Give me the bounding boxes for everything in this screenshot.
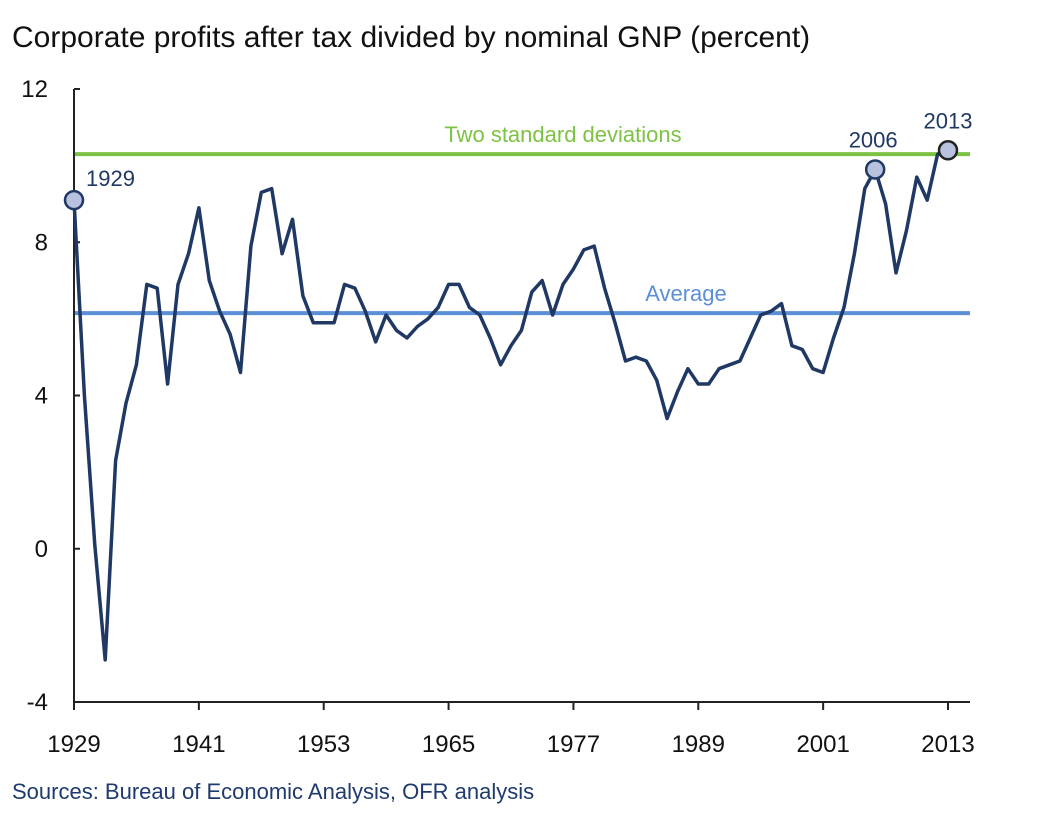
highlight-point-1929 <box>63 189 85 211</box>
series-line <box>72 148 949 662</box>
y-tick-label: -4 <box>27 689 48 716</box>
chart-title: Corporate profits after tax divided by n… <box>12 21 810 54</box>
reference-line-label: Average <box>645 281 727 306</box>
x-tick-label: 1941 <box>172 731 225 758</box>
source-note: Sources: Bureau of Economic Analysis, OF… <box>12 779 534 804</box>
reference-line-label: Two standard deviations <box>444 122 681 147</box>
y-tick-label: 12 <box>21 76 48 103</box>
x-tick-label: 1977 <box>547 731 600 758</box>
x-tick-label: 1953 <box>297 731 350 758</box>
highlight-label-2006: 2006 <box>849 127 898 152</box>
x-tick-label: 2001 <box>796 731 849 758</box>
highlight-label-2013: 2013 <box>924 108 973 133</box>
highlight-point-2013 <box>937 140 959 161</box>
y-tick-label: 8 <box>35 229 48 256</box>
x-tick-label: 1989 <box>672 731 725 758</box>
y-tick-label: 0 <box>35 536 48 563</box>
y-tick-label: 4 <box>35 383 48 410</box>
x-tick-label: 1965 <box>422 731 475 758</box>
x-tick-label: 2013 <box>921 731 974 758</box>
highlight-point-2006 <box>864 159 886 180</box>
x-tick-label: 1929 <box>47 731 100 758</box>
highlight-label-1929: 1929 <box>86 166 135 191</box>
